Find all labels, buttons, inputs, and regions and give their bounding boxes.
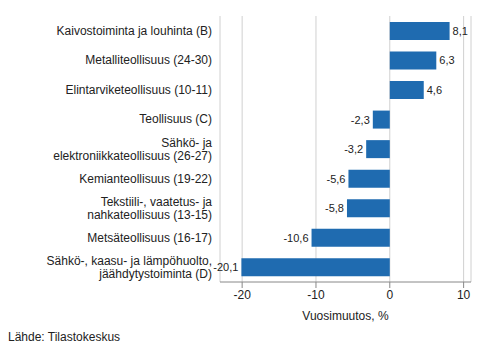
svg-text:-5,8: -5,8 [325, 202, 344, 214]
svg-text:-20,1: -20,1 [213, 261, 238, 273]
svg-text:Kaivostoiminta ja louhinta (B): Kaivostoiminta ja louhinta (B) [57, 24, 212, 38]
svg-text:-3,2: -3,2 [344, 143, 363, 155]
svg-text:Teollisuus (C): Teollisuus (C) [139, 112, 212, 126]
svg-text:-5,6: -5,6 [326, 173, 345, 185]
svg-text:0: 0 [386, 288, 393, 302]
svg-text:6,3: 6,3 [439, 54, 454, 66]
svg-text:4,6: 4,6 [427, 84, 442, 96]
svg-text:-10: -10 [307, 288, 325, 302]
svg-text:Metsäteollisuus (16-17): Metsäteollisuus (16-17) [87, 231, 212, 245]
svg-text:Sähkö- jaelektroniikkateollisu: Sähkö- jaelektroniikkateollisuus (26-27) [53, 136, 212, 163]
svg-text:8,1: 8,1 [453, 25, 468, 37]
svg-text:-10,6: -10,6 [283, 232, 308, 244]
svg-text:Kemianteollisuus (19-22): Kemianteollisuus (19-22) [79, 172, 212, 186]
svg-text:-20: -20 [233, 288, 251, 302]
svg-text:Vuosimuutos, %: Vuosimuutos, % [302, 309, 389, 323]
html-text:Lähde: Tilastokeskus: Lähde: Tilastokeskus [8, 330, 121, 344]
svg-text:Elintarviketeollisuus (10-11): Elintarviketeollisuus (10-11) [65, 83, 212, 97]
svg-text:Metalliteollisuus (24-30): Metalliteollisuus (24-30) [85, 53, 212, 67]
svg-text:Tekstiili-, vaatetus- janahkat: Tekstiili-, vaatetus- janahkateollisuus … [87, 195, 212, 222]
svg-text:Sähkö-, kaasu- ja lämpöhuolto,: Sähkö-, kaasu- ja lämpöhuolto,jäähdytyst… [47, 254, 212, 281]
svg-text:-2,3: -2,3 [351, 114, 370, 126]
svg-text:10: 10 [457, 288, 471, 302]
